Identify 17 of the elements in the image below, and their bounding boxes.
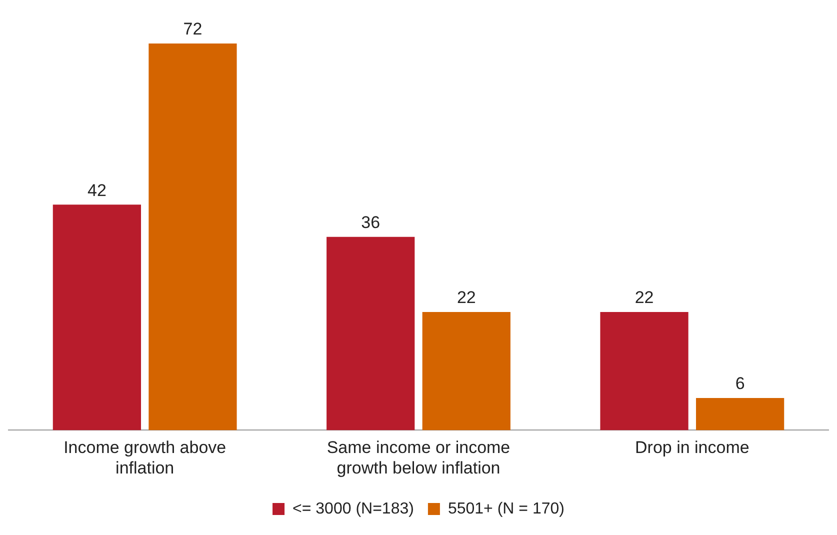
- x-tick-label: Drop in income: [635, 438, 750, 458]
- bar: [696, 398, 784, 430]
- data-label: 22: [456, 288, 476, 308]
- legend-label: 5501+ (N = 170): [448, 500, 564, 518]
- data-label: 6: [735, 374, 745, 394]
- legend-label: <= 3000 (N=183): [292, 500, 414, 518]
- bar: [52, 204, 141, 430]
- bar: [600, 312, 688, 430]
- data-label: 22: [634, 288, 654, 308]
- x-tick-label: Income growth above inflation: [64, 438, 226, 478]
- bar: [148, 43, 237, 430]
- bar: [326, 236, 415, 430]
- data-label: 42: [87, 180, 106, 200]
- data-label: 72: [183, 20, 202, 39]
- bar: [422, 312, 510, 430]
- x-tick-label: Same income or income growth below inflation: [326, 438, 510, 478]
- data-label: 36: [361, 213, 380, 232]
